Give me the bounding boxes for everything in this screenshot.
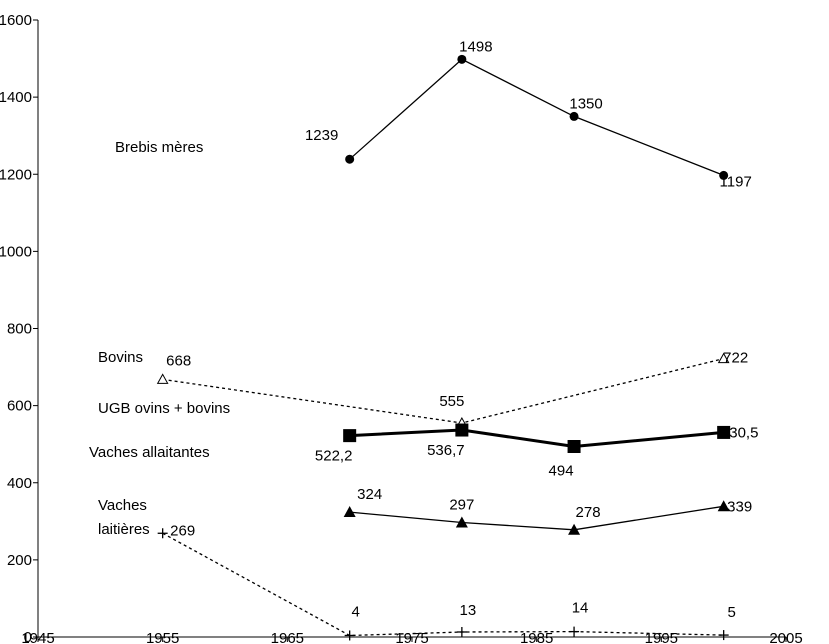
data-label: 1197 bbox=[720, 173, 752, 190]
data-label: 1350 bbox=[569, 95, 602, 112]
data-label: 4 bbox=[351, 603, 359, 620]
data-point bbox=[569, 111, 579, 121]
series-label-allaitantes: Vaches allaitantes bbox=[89, 444, 210, 461]
data-label: 339 bbox=[727, 498, 752, 515]
data-label: 13 bbox=[460, 602, 477, 619]
series-label-brebis: Brebis mères bbox=[115, 139, 203, 156]
x-tick-label: 1945 bbox=[21, 630, 54, 644]
data-point bbox=[456, 626, 467, 637]
series-line bbox=[162, 532, 724, 637]
data-label: 269 bbox=[170, 522, 195, 539]
data-label: 5 bbox=[727, 604, 735, 621]
data-point bbox=[457, 54, 467, 64]
series-line bbox=[349, 505, 724, 531]
data-label: 522,2 bbox=[315, 448, 353, 465]
data-point bbox=[343, 429, 357, 443]
data-point bbox=[568, 523, 581, 535]
series-label-ugb: UGB ovins + bovins bbox=[98, 400, 230, 417]
data-label: 668 bbox=[166, 352, 191, 369]
data-point bbox=[719, 170, 729, 180]
data-label: 324 bbox=[357, 486, 382, 503]
series-markers bbox=[156, 54, 731, 641]
series-lines bbox=[162, 58, 724, 637]
data-point bbox=[455, 423, 469, 437]
data-label: 278 bbox=[576, 504, 601, 521]
data-point bbox=[567, 440, 581, 454]
data-point bbox=[345, 154, 355, 164]
data-point bbox=[718, 630, 729, 641]
series-line bbox=[349, 58, 724, 177]
series-labels: Brebis mères Bovins UGB ovins + bovins V… bbox=[89, 139, 230, 538]
data-point bbox=[569, 626, 580, 637]
data-point bbox=[156, 373, 169, 384]
data-label: 530,5 bbox=[721, 424, 759, 441]
data-label: 1239 bbox=[305, 127, 338, 144]
axis-ticks: 0 200 400 600 800 1000 1200 1400 1600 1945 1955 196… bbox=[0, 12, 803, 644]
y-tick-label: 1400 bbox=[0, 89, 32, 106]
data-label: 536,7 bbox=[427, 442, 465, 459]
y-tick-label: 800 bbox=[7, 321, 32, 338]
y-tick-label: 200 bbox=[7, 552, 32, 569]
x-tick-label: 1955 bbox=[146, 630, 179, 644]
data-point bbox=[344, 630, 355, 641]
data-label: 297 bbox=[449, 496, 474, 513]
y-tick-label: 400 bbox=[7, 475, 32, 492]
data-label: 494 bbox=[549, 463, 574, 480]
x-tick-label: 1965 bbox=[271, 630, 304, 644]
data-point bbox=[343, 506, 356, 518]
data-label: 555 bbox=[439, 393, 464, 410]
y-tick-label: 1000 bbox=[0, 243, 32, 260]
data-point bbox=[717, 352, 730, 364]
data-point bbox=[455, 516, 468, 528]
data-label: 722 bbox=[723, 350, 748, 367]
data-point bbox=[157, 528, 168, 539]
series-label-laitieres-line2: laitières bbox=[98, 521, 150, 538]
data-point bbox=[717, 500, 730, 512]
series-label-bovins: Bovins bbox=[98, 349, 143, 366]
y-tick-label: 600 bbox=[7, 398, 32, 415]
data-point bbox=[717, 425, 731, 439]
plot-frame bbox=[37, 20, 786, 638]
series-line bbox=[162, 357, 724, 424]
y-tick-label: 1200 bbox=[0, 166, 32, 183]
x-tick-label: 2005 bbox=[769, 630, 802, 644]
x-tick-label: 1995 bbox=[645, 630, 678, 644]
y-tick-label: 0 bbox=[24, 629, 32, 644]
x-tick-label: 1975 bbox=[395, 630, 428, 644]
series-label-laitieres-line1: Vaches bbox=[98, 497, 147, 514]
data-label: 14 bbox=[572, 600, 589, 617]
series-line bbox=[349, 428, 724, 449]
y-tick-label: 1600 bbox=[0, 12, 32, 29]
x-tick-label: 1985 bbox=[520, 630, 553, 644]
data-label: 1498 bbox=[459, 38, 492, 55]
